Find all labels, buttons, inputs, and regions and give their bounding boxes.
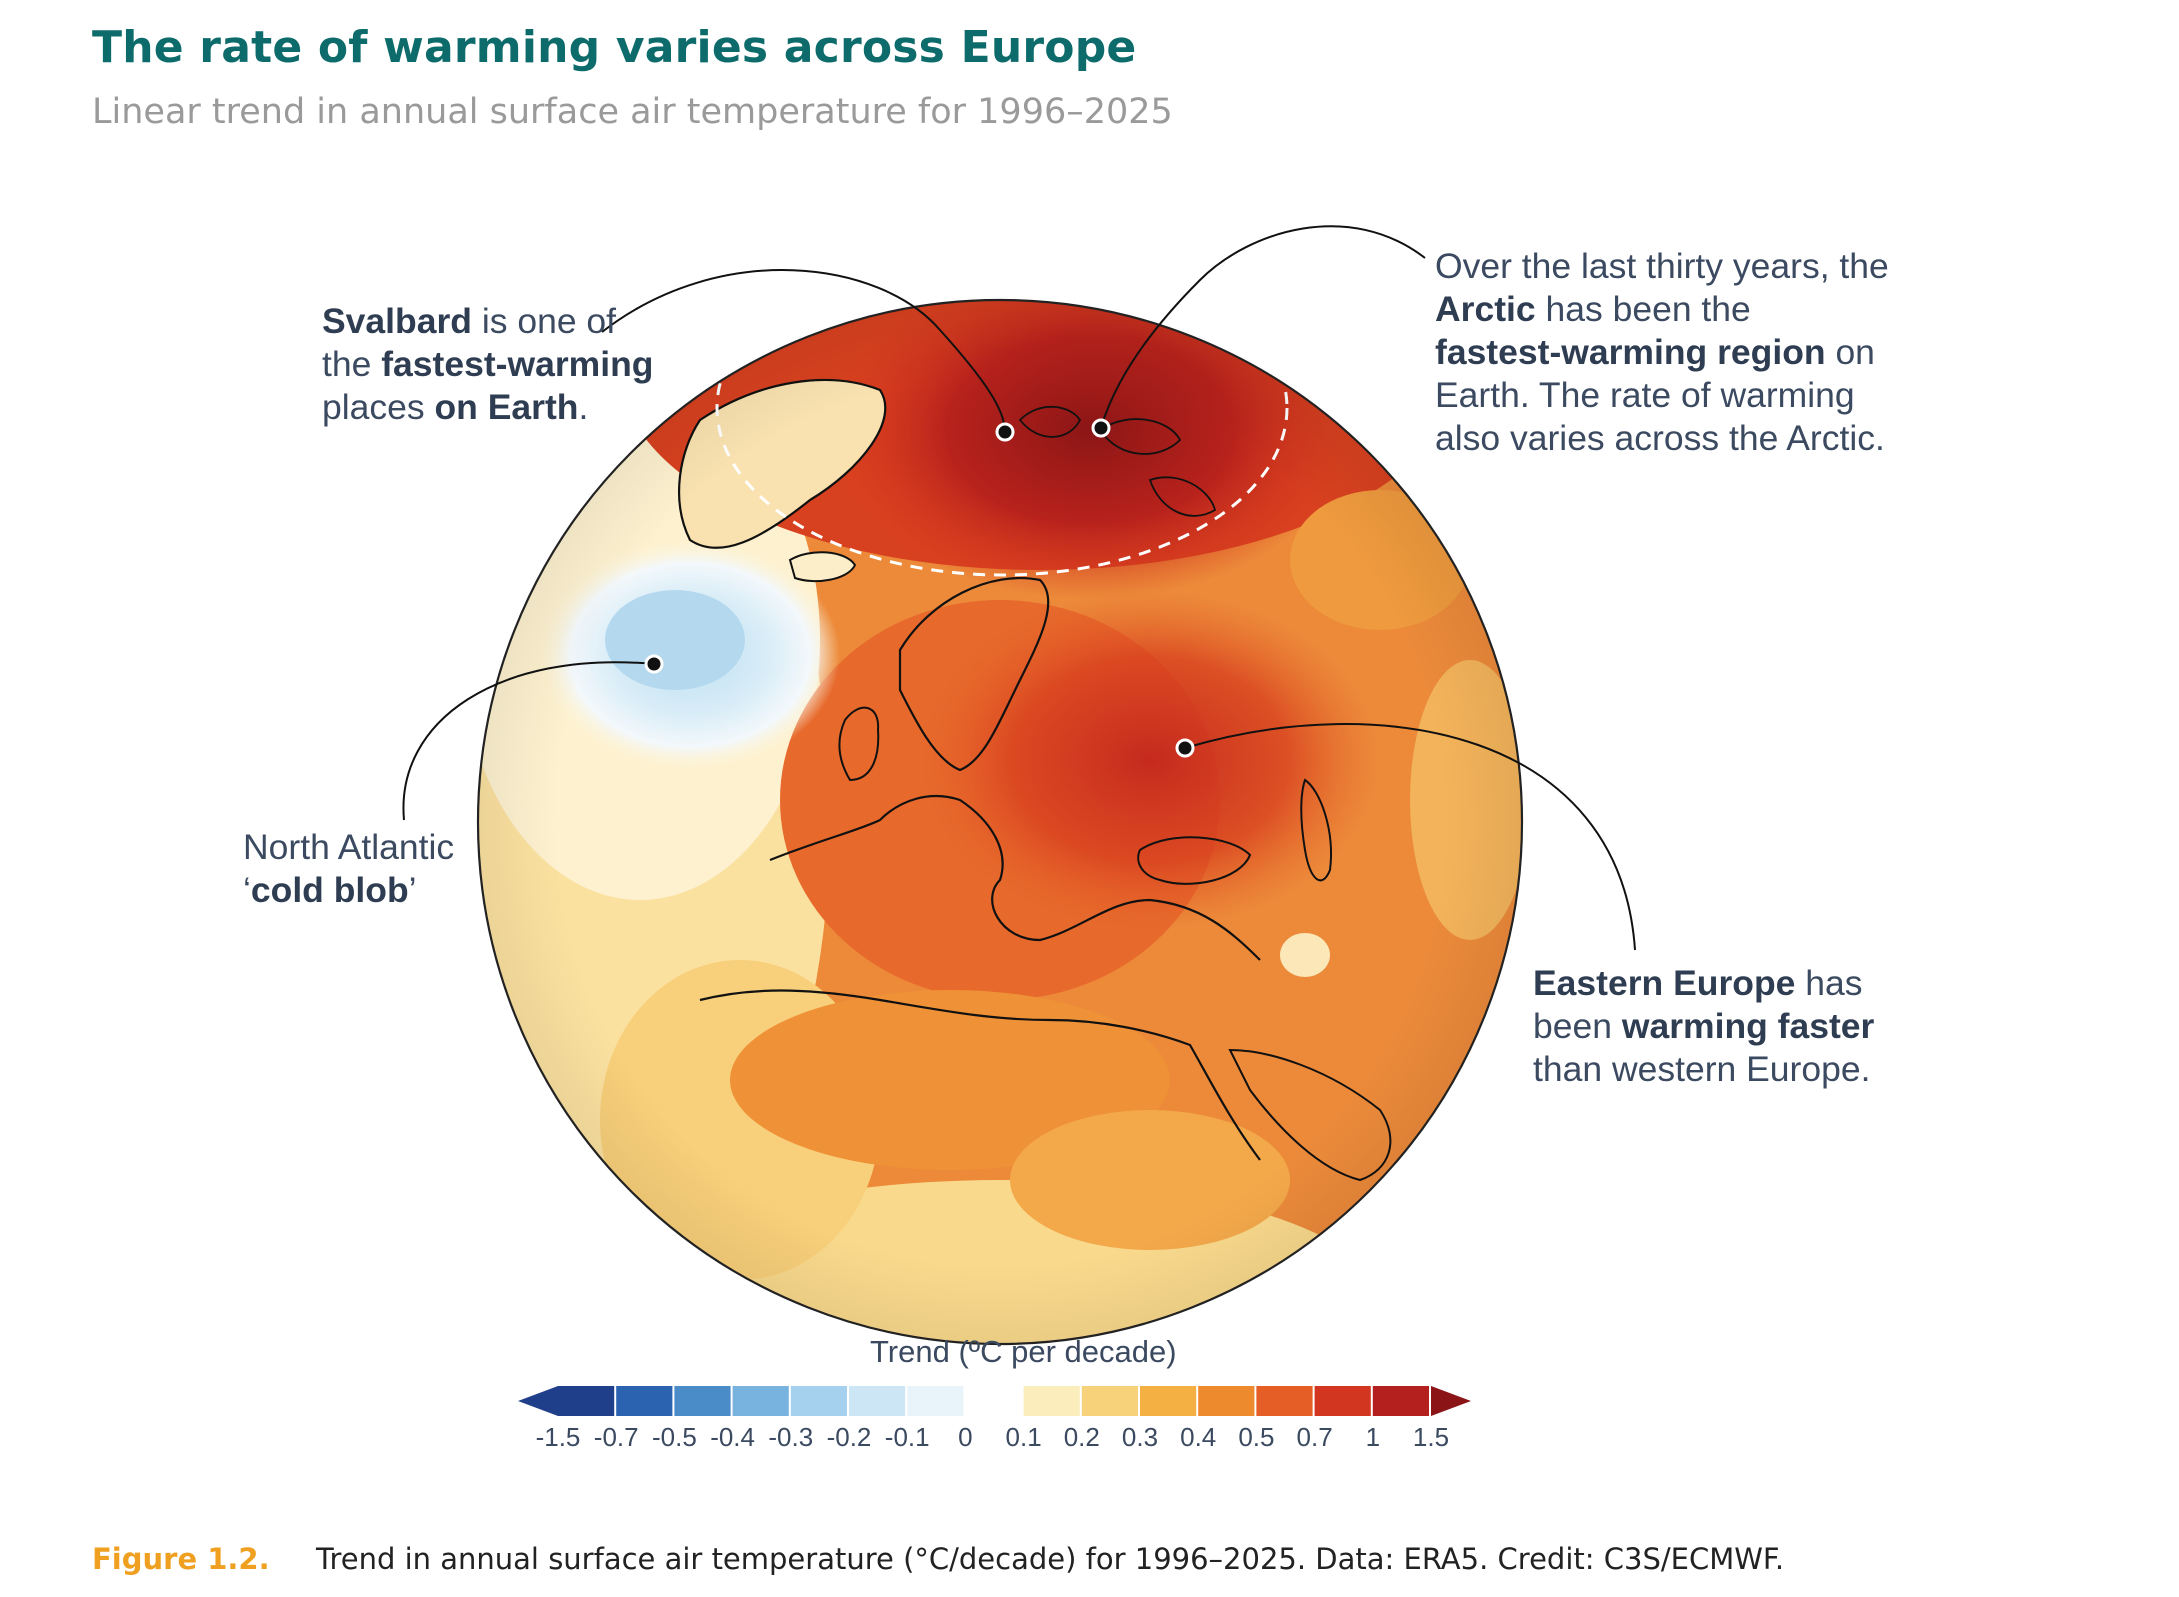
legend-swatch [849, 1386, 906, 1416]
legend-tick-label: -0.3 [768, 1422, 814, 1452]
cold-blob-marker [644, 654, 664, 674]
legend-swatch [732, 1386, 789, 1416]
legend-tick-label: 0.3 [1121, 1422, 1159, 1452]
legend-tick-label: 0.5 [1238, 1422, 1275, 1452]
legend-swatch [1198, 1386, 1255, 1416]
legend-tick-label: 0.2 [1063, 1422, 1100, 1452]
cold-blob-leader-line [402, 661, 655, 821]
legend-tick-label: 1 [1365, 1422, 1381, 1452]
cold-blob-annotation: North Atlantic ‘cold blob’ [243, 827, 455, 910]
svalbard-leader-line [601, 269, 1006, 433]
legend-tick-label: 1.5 [1412, 1422, 1450, 1452]
legend-arrow-high [1431, 1386, 1471, 1416]
globe-outline [476, 298, 1524, 1346]
legend-tick-label: 0.1 [1005, 1422, 1042, 1452]
legend-swatch [1314, 1386, 1371, 1416]
eastern-europe-leader-line [1184, 723, 1636, 951]
legend-tick-label: -0.1 [884, 1422, 930, 1452]
legend-title: Trend (ºC per decade) [870, 1334, 1177, 1369]
legend-arrow-low [518, 1386, 558, 1416]
legend-swatch [616, 1386, 673, 1416]
arctic-annotation: Over the last thirty years, the Arctic h… [1435, 246, 1889, 458]
legend-tick-label: -0.7 [593, 1422, 639, 1452]
arctic-leader-line [1100, 225, 1426, 429]
legend-swatch [1081, 1386, 1138, 1416]
figure-subtitle: Linear trend in annual surface air tempe… [92, 92, 1173, 132]
legend-tick-label: 0.7 [1296, 1422, 1333, 1452]
legend-tick-label: -0.5 [651, 1422, 697, 1452]
legend-tick-label: -1.5 [535, 1422, 581, 1452]
legend-tick-label: 0.4 [1180, 1422, 1217, 1452]
figure-title: The rate of warming varies across Europe [92, 22, 1137, 73]
arctic-marker [1091, 418, 1111, 438]
legend-swatch [1023, 1386, 1080, 1416]
legend-tick-label: -0.4 [710, 1422, 755, 1452]
legend-colorbar [518, 1386, 1471, 1416]
legend-swatch [907, 1386, 964, 1416]
legend-swatch [558, 1386, 615, 1416]
legend-swatch [674, 1386, 731, 1416]
legend-swatch [1256, 1386, 1313, 1416]
svalbard-marker [995, 422, 1015, 442]
eastern-europe-annotation: Eastern Europe has been warming faster t… [1533, 963, 1875, 1089]
svalbard-annotation: Svalbard is one of the fastest-warming p… [322, 301, 654, 427]
legend-tick-label: -0.2 [826, 1422, 872, 1452]
eastern-europe-marker [1175, 738, 1195, 758]
figure-caption-label: Figure 1.2. [92, 1542, 270, 1576]
figure-caption-text: Trend in annual surface air temperature … [316, 1542, 1785, 1576]
legend-swatch [1140, 1386, 1197, 1416]
legend-tick-label: 0 [958, 1422, 973, 1452]
legend-swatch [790, 1386, 847, 1416]
legend-swatch [965, 1386, 1022, 1416]
legend-swatch [1372, 1386, 1429, 1416]
